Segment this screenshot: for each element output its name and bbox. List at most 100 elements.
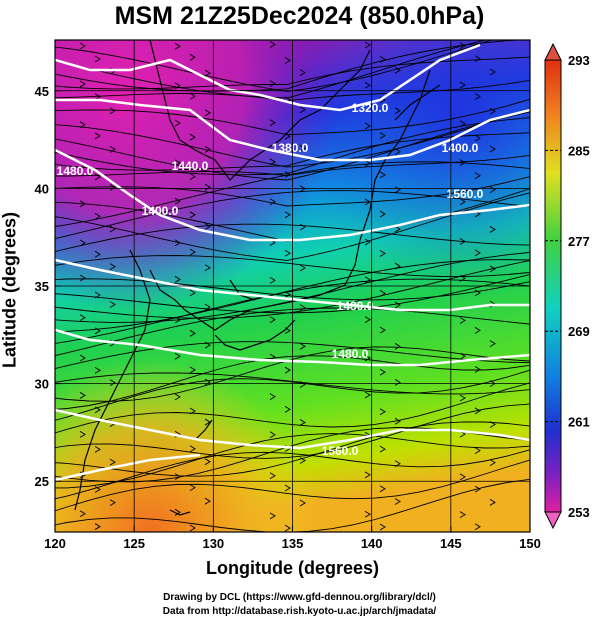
height-contour	[55, 43, 481, 112]
wind-arrow	[174, 119, 181, 127]
wind-arrow	[269, 393, 276, 401]
wind-arrow	[189, 445, 196, 453]
wind-arrow	[459, 317, 466, 324]
wind-arrow	[459, 42, 466, 50]
wind-arrow	[94, 55, 101, 63]
wind-arrow	[109, 146, 116, 153]
wind-arrow	[299, 106, 306, 114]
wind-arrow	[79, 314, 86, 322]
wind-arrow	[94, 523, 101, 530]
x-tick-label: 135	[282, 536, 304, 551]
x-axis: 120 125 130 135 140 145 150	[44, 526, 541, 551]
wind-arrow	[379, 408, 386, 416]
wind-arrow	[189, 248, 196, 256]
wind-arrow	[474, 172, 481, 180]
x-tick-label: 150	[519, 536, 541, 551]
wind-arrow	[94, 291, 101, 299]
coastline-segment	[169, 509, 191, 516]
wind-arrow	[109, 499, 116, 507]
wind-arrow	[94, 93, 101, 101]
coastline-segment	[149, 40, 371, 181]
wind-arrow	[189, 524, 196, 532]
streamline	[55, 260, 530, 319]
streamline	[55, 161, 530, 227]
wind-arrow	[379, 171, 386, 179]
wind-arrow	[174, 159, 181, 167]
wind-arrow	[94, 132, 101, 140]
wind-arrow	[364, 510, 371, 518]
wind-arrow	[174, 276, 181, 283]
wind-arrow	[379, 250, 386, 257]
wind-arrow	[489, 340, 496, 347]
wind-arrow	[474, 326, 481, 334]
wind-arrow	[174, 42, 181, 50]
wind-arrow	[299, 144, 306, 152]
wind-arrow	[394, 186, 401, 194]
wind-arrow	[269, 512, 276, 520]
height-contour	[55, 98, 530, 162]
wind-arrow	[94, 327, 101, 335]
wind-arrow	[394, 148, 401, 156]
colorbar-label: 269	[568, 324, 590, 339]
wind-arrow	[299, 223, 306, 231]
wind-arrow	[364, 471, 371, 479]
height-contour	[55, 328, 530, 367]
wind-arrow	[474, 134, 481, 142]
wind-arrow	[79, 430, 86, 438]
streamline	[55, 403, 530, 459]
wind-arrow	[459, 473, 466, 481]
wind-arrow	[459, 198, 466, 206]
wind-arrow	[204, 458, 211, 466]
contour-label: 1560.0	[447, 187, 484, 201]
wind-arrow	[474, 447, 481, 455]
wind-arrow	[364, 198, 371, 206]
wind-arrow	[79, 80, 86, 88]
wind-arrow	[474, 55, 481, 63]
wind-arrow	[269, 198, 276, 206]
wind-arrow	[174, 197, 181, 205]
streamline	[55, 433, 530, 489]
wind-arrow	[79, 510, 86, 518]
wind-arrow	[269, 353, 276, 361]
wind-arrow	[189, 289, 196, 297]
wind-arrow	[189, 484, 196, 492]
colorbar-label: 293	[568, 53, 590, 68]
wind-arrow	[174, 473, 181, 481]
wind-arrow	[489, 68, 496, 76]
wind-arrow	[204, 264, 211, 272]
wind-arrow	[489, 186, 496, 193]
wind-arrow	[79, 42, 86, 50]
wind-arrow	[489, 498, 496, 506]
wind-arrow	[189, 173, 196, 180]
contour-label: 1560.0	[322, 444, 359, 458]
wind-arrow	[94, 367, 101, 374]
wind-arrow	[174, 508, 181, 516]
wind-arrow	[474, 93, 481, 100]
wind-arrow	[364, 391, 371, 399]
wind-arrow	[299, 264, 306, 272]
wind-arrow	[174, 352, 181, 360]
wind-arrow	[284, 249, 291, 257]
wind-arrow	[394, 225, 401, 233]
lat-lon-grid	[55, 40, 530, 532]
streamline	[55, 56, 530, 90]
streamline	[55, 273, 530, 314]
contour-label: 1400.0	[142, 204, 179, 218]
wind-arrow	[79, 392, 86, 399]
colorbar-label: 261	[568, 415, 590, 430]
streamline	[55, 449, 530, 500]
wind-arrow	[459, 394, 466, 402]
wind-arrow	[284, 57, 291, 64]
wind-arrow	[79, 354, 86, 362]
streamline	[55, 355, 530, 410]
wind-arrow	[459, 81, 466, 89]
wind-arrow	[284, 132, 291, 140]
wind-arrow	[474, 289, 481, 297]
streamline	[55, 176, 530, 207]
colorbar-label: 253	[568, 505, 590, 520]
colorbar-label: 277	[568, 234, 590, 249]
wind-arrow	[174, 82, 181, 90]
x-tick-label: 145	[440, 536, 462, 551]
wind-arrow	[379, 445, 386, 453]
credit-data: Data from http://database.rish.kyoto-u.a…	[162, 606, 437, 617]
